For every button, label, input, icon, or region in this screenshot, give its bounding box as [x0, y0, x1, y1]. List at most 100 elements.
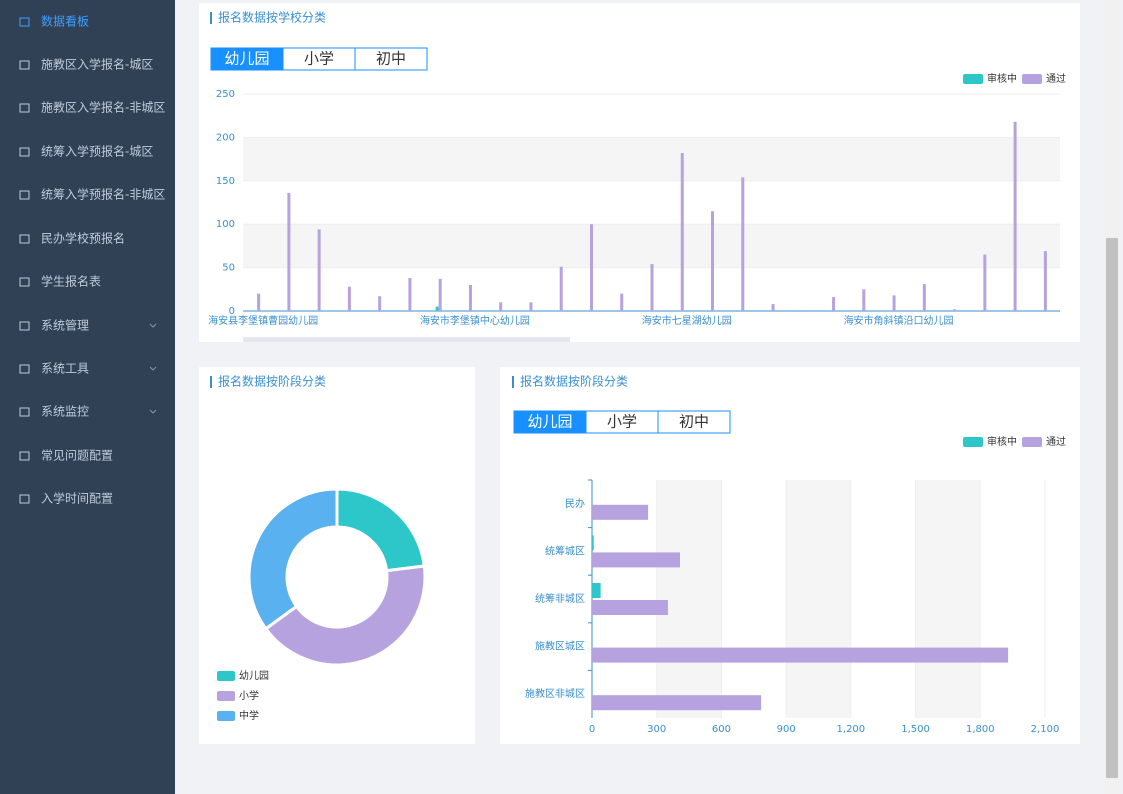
bar — [1013, 121, 1017, 311]
menu-item[interactable]: 入学时间配置 — [41, 491, 113, 506]
y-tick-label: 200 — [216, 132, 235, 143]
bar — [559, 266, 563, 311]
menu-icon — [19, 60, 30, 70]
bar — [711, 211, 715, 311]
menu-item[interactable]: 数据看板 — [41, 14, 89, 29]
bar — [408, 278, 412, 311]
chevron — [149, 366, 157, 371]
legend-label[interactable]: 审核中 — [987, 435, 1017, 448]
split-area — [786, 480, 851, 718]
menu-icon — [19, 494, 30, 504]
y-tick-label: 100 — [216, 219, 235, 230]
bar — [529, 302, 533, 311]
bar — [435, 306, 439, 311]
menu-icon — [19, 407, 30, 417]
bar — [499, 302, 503, 311]
split-area — [915, 480, 981, 718]
menu-icon — [19, 321, 30, 331]
bar — [317, 229, 321, 311]
tab[interactable] — [657, 410, 731, 434]
legend-label[interactable]: 小学 — [239, 689, 259, 702]
split-area — [243, 137, 1060, 181]
tab-label[interactable]: 小学 — [304, 50, 334, 68]
bar — [257, 293, 261, 311]
bar — [832, 297, 836, 311]
zoom-slider[interactable] — [243, 337, 570, 342]
bar — [771, 304, 775, 311]
legend-swatch — [217, 711, 235, 721]
bar — [953, 309, 957, 311]
bar — [378, 296, 382, 311]
chevron — [149, 323, 157, 328]
bar — [592, 600, 668, 615]
tab-label[interactable]: 幼儿园 — [527, 413, 572, 431]
menu-item[interactable]: 系统管理 — [41, 318, 89, 333]
menu-icon — [19, 234, 30, 244]
y-tick-label: 施教区城区 — [535, 640, 585, 653]
title-marker — [210, 376, 212, 388]
legend-swatch — [963, 437, 983, 447]
tab[interactable] — [354, 47, 428, 71]
bar — [592, 583, 601, 598]
legend-label[interactable]: 审核中 — [987, 72, 1017, 85]
bar — [589, 224, 593, 311]
clip-left — [199, 314, 209, 328]
legend-label[interactable]: 幼儿园 — [239, 669, 269, 682]
menu-item[interactable]: 系统监控 — [41, 405, 89, 419]
y-tick-label: 统筹非城区 — [535, 592, 585, 605]
menu-item[interactable]: 常见问题配置 — [41, 449, 113, 463]
tab-label[interactable]: 小学 — [607, 413, 637, 431]
chart-title: 报名数据按阶段分类 — [520, 374, 628, 389]
y-tick-label: 统筹城区 — [545, 544, 585, 557]
bar — [680, 153, 684, 311]
legend-label[interactable]: 中学 — [239, 709, 259, 722]
bar — [1043, 251, 1047, 311]
menu-icon — [19, 451, 30, 461]
title-marker — [210, 12, 212, 24]
menu-item[interactable]: 学生报名表 — [41, 274, 101, 289]
y-tick-label: 250 — [216, 89, 235, 100]
bar — [983, 254, 987, 311]
menu-item[interactable]: 民办学校预报名 — [41, 231, 125, 246]
menu-icon — [19, 277, 30, 287]
menu-item[interactable]: 施教区入学报名-城区 — [41, 57, 153, 72]
card — [199, 367, 475, 744]
split-area — [243, 224, 1060, 268]
bar — [438, 278, 442, 311]
menu-icon — [19, 17, 30, 27]
bar — [650, 264, 654, 311]
x-tick-label: 1,500 — [901, 724, 930, 735]
menu-icon — [19, 364, 30, 374]
bar — [592, 647, 1009, 663]
title-marker — [512, 376, 514, 388]
tab-label[interactable]: 初中 — [679, 413, 709, 431]
menu-item[interactable]: 系统工具 — [41, 362, 89, 376]
pie-slice — [247, 487, 339, 631]
bar — [741, 177, 745, 311]
legend-swatch — [963, 74, 983, 84]
x-tick-label: 海安市角斜镇沿口幼儿园 — [844, 314, 954, 327]
y-tick-label: 民办 — [565, 497, 585, 510]
x-tick-label: 2,100 — [1031, 724, 1060, 735]
menu-icon — [19, 147, 30, 157]
legend-swatch — [1022, 74, 1042, 84]
x-tick-label: 600 — [712, 724, 731, 735]
bar — [801, 310, 805, 311]
tab-label[interactable]: 初中 — [376, 50, 406, 68]
bar — [862, 289, 866, 311]
tab-label[interactable]: 幼儿园 — [224, 50, 269, 68]
scroll-thumb[interactable] — [1106, 238, 1118, 778]
legend-label[interactable]: 通过 — [1046, 435, 1066, 448]
menu-item[interactable]: 统筹入学预报名-城区 — [41, 144, 153, 159]
menu-item[interactable]: 施教区入学报名-非城区 — [41, 100, 165, 115]
menu-item[interactable]: 统筹入学预报名-非城区 — [41, 187, 165, 202]
sidebar — [0, 0, 175, 794]
bar — [892, 295, 896, 311]
x-tick-label: 900 — [777, 724, 796, 735]
legend-label[interactable]: 通过 — [1046, 72, 1066, 85]
bar — [592, 695, 762, 711]
bar — [592, 504, 649, 520]
x-tick-label: 0 — [589, 724, 595, 735]
